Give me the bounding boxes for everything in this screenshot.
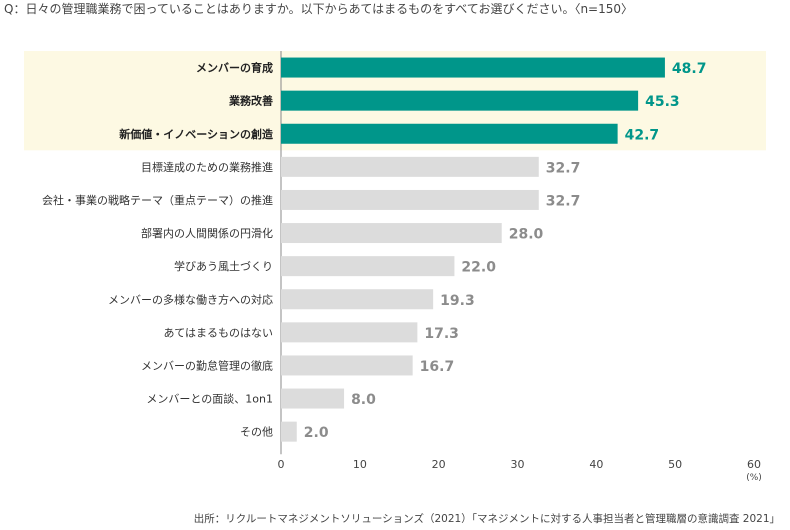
bar — [281, 355, 413, 376]
bar — [281, 57, 665, 78]
x-tick-label: 30 — [511, 458, 525, 471]
value-label: 2.0 — [304, 425, 329, 441]
bar — [281, 256, 455, 277]
bar — [281, 322, 418, 343]
value-label: 32.7 — [546, 160, 581, 176]
category-label: 目標達成のための業務推進 — [141, 160, 273, 174]
x-tick-label: 40 — [589, 458, 603, 471]
value-label: 16.7 — [420, 359, 455, 375]
value-label: 42.7 — [625, 127, 660, 143]
category-labels-layer: メンバーの育成業務改善新価値・イノベーションの創造目標達成のための業務推進会社・… — [42, 61, 274, 439]
category-label: メンバーの多様な働き方への対応 — [108, 292, 273, 306]
bar — [281, 421, 297, 442]
bar — [281, 123, 618, 144]
x-axis-ticks-layer: 0 10 20 30 40 50 60 (%) — [278, 458, 762, 483]
bar — [281, 90, 639, 111]
x-axis-unit-label: (%) — [746, 473, 762, 483]
value-label: 17.3 — [424, 326, 459, 342]
survey-question: Q：日々の管理職業務で困っていることはありますか。以下からあてはまるものをすべて… — [4, 2, 634, 16]
category-label: 会社・事業の戦略テーマ（重点テーマ）の推進 — [42, 193, 273, 207]
value-label: 8.0 — [351, 392, 376, 408]
category-label: 新価値・イノベーションの創造 — [119, 127, 274, 141]
value-label: 45.3 — [645, 94, 680, 110]
category-label: メンバーとの面談、1on1 — [146, 392, 273, 406]
bars-layer — [281, 57, 665, 442]
x-tick-label: 0 — [278, 458, 285, 471]
bar — [281, 156, 539, 177]
value-label: 22.0 — [461, 260, 496, 276]
value-label: 32.7 — [546, 193, 581, 209]
x-tick-label: 20 — [432, 458, 446, 471]
value-labels-layer: 48.7 45.3 42.7 32.7 32.7 28.0 22.0 19.3 17.3 16.7… — [304, 61, 707, 441]
bar — [281, 223, 502, 244]
value-label: 48.7 — [672, 61, 707, 77]
value-label: 28.0 — [509, 227, 544, 243]
x-tick-label: 50 — [668, 458, 682, 471]
category-label: 部署内の人間関係の円滑化 — [141, 226, 273, 240]
source-citation: 出所：リクルートマネジメントソリューションズ（2021）「マネジメントに対する人… — [193, 513, 780, 525]
bar — [281, 189, 539, 210]
category-label: 業務改善 — [228, 94, 273, 108]
x-tick-label: 60 — [747, 458, 761, 471]
value-label: 19.3 — [440, 293, 475, 309]
x-tick-label: 10 — [353, 458, 367, 471]
bar — [281, 289, 434, 310]
category-label: その他 — [240, 426, 273, 439]
category-label: あてはまるものはない — [163, 326, 273, 339]
bar — [281, 388, 345, 409]
category-label: 学びあう風土づくり — [174, 259, 273, 273]
category-label: メンバーの勤怠管理の徹底 — [141, 358, 273, 372]
category-label: メンバーの育成 — [196, 61, 273, 75]
